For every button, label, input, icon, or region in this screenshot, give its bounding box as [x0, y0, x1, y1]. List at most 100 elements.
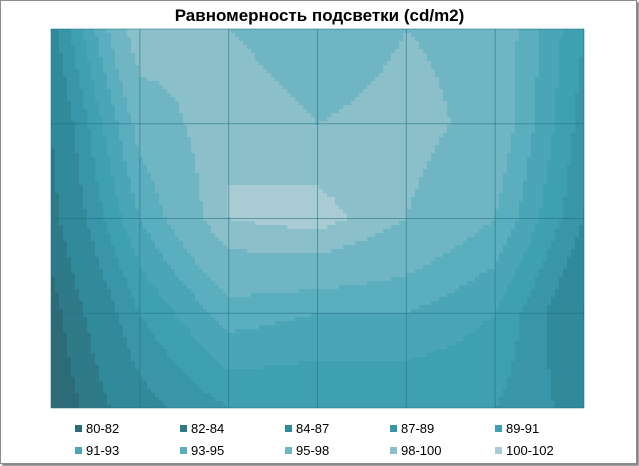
heatmap-cell	[575, 149, 580, 154]
heatmap-cell	[219, 49, 224, 54]
heatmap-cell	[547, 93, 552, 98]
heatmap-cell	[243, 29, 248, 34]
heatmap-cell	[539, 149, 544, 154]
heatmap-cell	[291, 141, 296, 146]
heatmap-cell	[51, 57, 56, 62]
heatmap-cell	[511, 89, 516, 94]
heatmap-cell	[251, 81, 256, 86]
heatmap-cell	[459, 173, 464, 178]
heatmap-cell	[259, 149, 264, 154]
heatmap-cell	[411, 49, 416, 54]
heatmap-cell	[175, 53, 180, 58]
heatmap-cell	[107, 141, 112, 146]
heatmap-cell	[279, 97, 284, 102]
heatmap-cell	[295, 77, 300, 82]
heatmap-cell	[455, 77, 460, 82]
heatmap-cell	[375, 37, 380, 42]
heatmap-cell	[575, 93, 580, 98]
heatmap-cell	[263, 93, 268, 98]
heatmap-cell	[227, 93, 232, 98]
heatmap-cell	[447, 173, 452, 178]
heatmap-cell	[247, 73, 252, 78]
heatmap-cell	[243, 93, 248, 98]
heatmap-cell	[207, 173, 212, 178]
heatmap-cell	[511, 125, 516, 130]
heatmap-cell	[267, 149, 272, 154]
heatmap-cell	[183, 45, 188, 50]
heatmap-cell	[499, 161, 504, 166]
heatmap-cell	[359, 169, 364, 174]
heatmap-cell	[63, 69, 68, 74]
heatmap-cell	[407, 153, 412, 158]
heatmap-cell	[319, 73, 324, 78]
heatmap-cell	[439, 49, 444, 54]
heatmap-cell	[391, 29, 396, 34]
heatmap-cell	[367, 173, 372, 178]
heatmap-cell	[579, 105, 584, 110]
heatmap-cell	[251, 141, 256, 146]
heatmap-cell	[347, 137, 352, 142]
heatmap-cell	[175, 57, 180, 62]
heatmap-cell	[195, 161, 200, 166]
heatmap-cell	[543, 57, 548, 62]
heatmap-cell	[219, 129, 224, 134]
heatmap-cell	[487, 77, 492, 82]
heatmap-cell	[415, 165, 420, 170]
heatmap-cell	[55, 153, 60, 158]
heatmap-cell	[99, 157, 104, 162]
heatmap-cell	[343, 173, 348, 178]
heatmap-cell	[175, 41, 180, 46]
heatmap-cell	[535, 165, 540, 170]
heatmap-cell	[471, 153, 476, 158]
heatmap-cell	[347, 65, 352, 70]
heatmap-cell	[183, 173, 188, 178]
heatmap-cell	[263, 85, 268, 90]
heatmap-cell	[447, 141, 452, 146]
heatmap-cell	[363, 157, 368, 162]
heatmap-cell	[411, 157, 416, 162]
heatmap-cell	[359, 57, 364, 62]
heatmap-cell	[307, 89, 312, 94]
heatmap-cell	[407, 85, 412, 90]
heatmap-cell	[299, 37, 304, 42]
heatmap-cell	[435, 57, 440, 62]
heatmap-cell	[327, 85, 332, 90]
heatmap-cell	[111, 61, 116, 66]
heatmap-cell	[287, 57, 292, 62]
heatmap-cell	[555, 81, 560, 86]
heatmap-cell	[99, 97, 104, 102]
heatmap-cell	[283, 109, 288, 114]
heatmap-cell	[267, 85, 272, 90]
heatmap-cell	[143, 33, 148, 38]
heatmap-cell	[243, 41, 248, 46]
heatmap-cell	[119, 101, 124, 106]
heatmap-cell	[139, 61, 144, 66]
heatmap-cell	[119, 81, 124, 86]
heatmap-cell	[131, 109, 136, 114]
heatmap-cell	[499, 165, 504, 170]
heatmap-cell	[191, 77, 196, 82]
heatmap-cell	[383, 61, 388, 66]
heatmap-cell	[199, 165, 204, 170]
heatmap-cell	[287, 97, 292, 102]
heatmap-cell	[391, 125, 396, 130]
heatmap-cell	[131, 97, 136, 102]
heatmap-cell	[427, 165, 432, 170]
heatmap-cell	[415, 49, 420, 54]
heatmap-cell	[107, 37, 112, 42]
heatmap-cell	[483, 101, 488, 106]
heatmap-cell	[383, 33, 388, 38]
heatmap-cell	[187, 101, 192, 106]
heatmap-cell	[563, 117, 568, 122]
heatmap-cell	[59, 109, 64, 114]
heatmap-cell	[219, 153, 224, 158]
heatmap-cell	[199, 129, 204, 134]
heatmap-cell	[139, 173, 144, 178]
heatmap-cell	[535, 73, 540, 78]
heatmap-cell	[283, 69, 288, 74]
heatmap-cell	[395, 113, 400, 118]
heatmap-cell	[487, 153, 492, 158]
heatmap-cell	[247, 53, 252, 58]
heatmap-cell	[195, 109, 200, 114]
heatmap-cell	[199, 173, 204, 178]
